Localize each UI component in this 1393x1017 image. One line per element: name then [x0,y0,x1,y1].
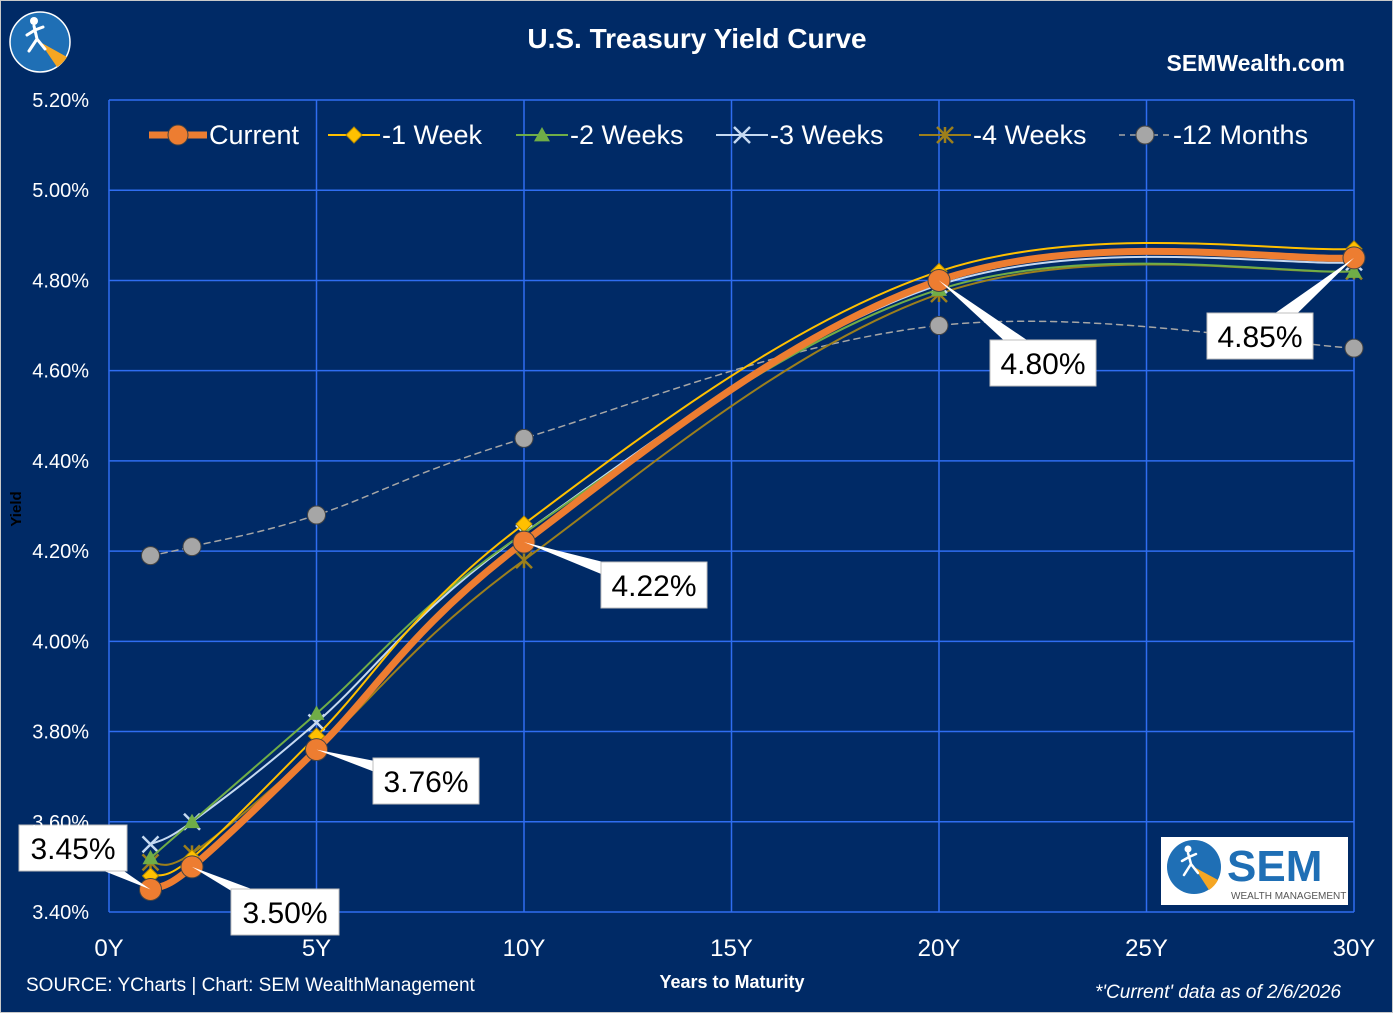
callout-label: 4.80% [1000,348,1085,381]
x-tick-label: 10Y [503,935,546,962]
legend-item[interactable]: -12 Months [1119,120,1308,150]
data-point [167,124,189,146]
series-12-months [141,316,1364,566]
callout-box [1206,312,1314,360]
callout-box [18,824,128,872]
data-point [515,551,533,570]
y-tick-label: 4.20% [32,541,89,563]
series-layer [139,240,1366,901]
axis-ticks: 3.40% 3.60% 3.80% 4.00% 4.20% 4.40% 4.60% 4.80%… [32,90,1375,962]
x-tick-label: 30Y [1333,935,1376,962]
callout: 4.85% [1206,257,1354,360]
legend-item[interactable]: -3 Weeks [716,120,884,150]
data-point [184,813,200,829]
legend-label: -2 Weeks [570,120,684,150]
y-tick-label: 3.80% [32,722,89,744]
callout: 4.80% [939,280,1097,387]
series-line [149,320,1355,557]
y-tick-label: 3.60% [32,812,89,834]
series-line [149,262,1355,859]
y-tick-label: 4.60% [32,361,89,383]
callout: 4.22% [524,542,708,609]
y-tick-label: 4.40% [32,451,89,473]
y-axis-title: Yield [8,491,25,526]
callout: 3.76% [316,749,480,805]
legend-label: -1 Week [382,120,483,150]
x-tick-label: 20Y [918,935,961,962]
data-point [534,127,550,142]
data-point [733,126,751,144]
y-tick-label: 5.00% [32,180,89,202]
callout: 3.45% [18,824,151,890]
x-axis-title: Years to Maturity [659,972,804,992]
brand-url[interactable]: SEMWealth.com [1167,50,1346,76]
data-point [307,505,326,525]
data-point [182,537,202,557]
callout-box [230,888,340,936]
legend-item[interactable]: -1 Week [328,120,483,150]
sem-logo-icon [1167,840,1221,894]
callout-label: 4.85% [1217,321,1302,354]
data-point [929,316,949,336]
legend[interactable]: Current -1 Week -2 Weeks -3 Weeks -4 Weeks -1… [149,120,1308,150]
callout-label: 3.76% [383,766,468,799]
callout-label: 3.45% [30,833,115,866]
x-tick-label: 0Y [94,935,123,962]
callout-box [989,339,1097,387]
data-point [142,849,159,865]
callout-label: 4.22% [611,570,696,603]
x-tick-label: 5Y [302,935,331,962]
x-tick-label: 15Y [710,935,753,962]
callout-box [600,561,708,609]
legend-label: -4 Weeks [973,120,1087,150]
legend-item[interactable]: -4 Weeks [919,120,1087,150]
source-note: SOURCE: YCharts | Chart: SEM WealthManag… [26,975,476,996]
series-current [139,246,1366,901]
sem-logo-subtext: WEALTH MANAGEMENT [1231,891,1346,902]
data-point [141,835,160,854]
data-point [1344,338,1364,358]
y-tick-label: 5.20% [32,90,89,112]
chart-title: U.S. Treasury Yield Curve [527,23,866,54]
callout-label: 3.50% [242,897,327,930]
sem-logo: SEM WEALTH MANAGEMENT [1161,837,1348,905]
data-point [514,428,534,448]
data-point [936,126,954,144]
hiker-logo-icon [9,11,71,73]
data-point [141,546,160,566]
legend-label: Current [209,120,300,150]
legend-item[interactable]: -2 Weeks [516,120,684,150]
legend-item[interactable]: Current [149,120,300,150]
data-point [1135,125,1155,145]
legend-label: -12 Months [1173,120,1308,150]
y-tick-label: 4.80% [32,270,89,292]
legend-label: -3 Weeks [770,120,884,150]
x-tick-label: 25Y [1125,935,1168,962]
sem-logo-text: SEM [1227,842,1322,891]
callout-box [372,757,480,805]
data-point [345,126,363,144]
data-point [308,705,325,720]
y-tick-label: 3.40% [32,902,89,924]
data-date-note: *'Current' data as of 2/6/2026 [1095,982,1341,1003]
data-point [1346,263,1362,278]
y-tick-label: 4.00% [32,631,89,653]
callouts: 3.45% 3.50% 3.76% 4.22% 4.80% 4.85% [18,257,1354,936]
series-2-weeks [142,262,1362,865]
callout: 3.50% [192,866,340,936]
